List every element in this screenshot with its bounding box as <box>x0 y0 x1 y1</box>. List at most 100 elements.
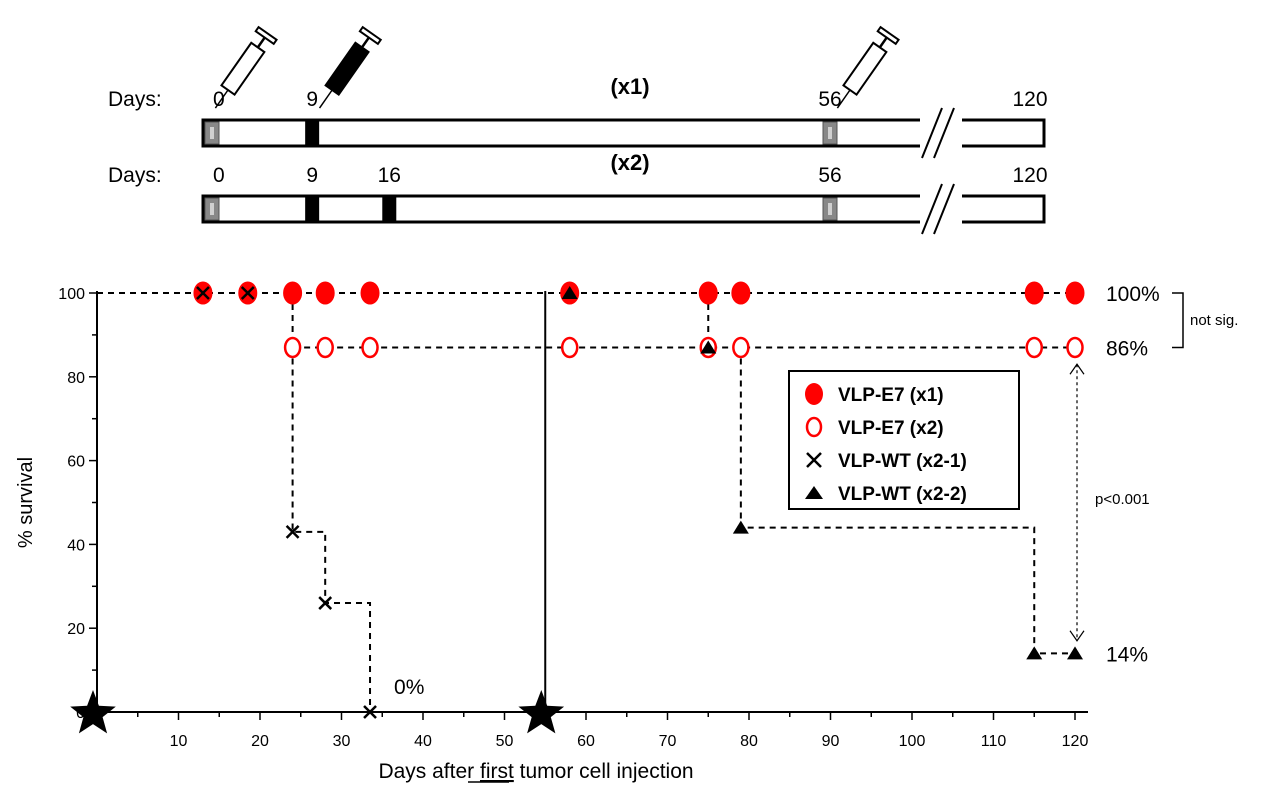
legend: VLP-E7 (x1) VLP-E7 (x2) VLP-WT (x2-1) VLP-W… <box>788 370 1020 510</box>
schedule-day-tick-label: 56 <box>818 164 841 187</box>
end-label: 86% <box>1106 337 1148 360</box>
data-point-vlp-e7-x2 <box>316 336 334 359</box>
x-axis-label: Days after first tumor cell injection <box>378 760 693 783</box>
legend-entry-vlp-e7-x1: VLP-E7 (x1) <box>838 385 944 406</box>
data-point-vlp-e7-x1 <box>1065 281 1085 305</box>
data-point-vlp-wt-x2-2 <box>1026 646 1043 660</box>
data-point-vlp-e7-x2 <box>283 336 302 359</box>
data-point-vlp-wt-x2-1 <box>363 705 377 719</box>
axis-break <box>921 107 943 159</box>
vaccination-marker-highlight <box>210 203 214 215</box>
y-tick-label: 40 <box>67 537 85 554</box>
axis-break <box>921 183 943 235</box>
legend-marker-vlp-e7-x2 <box>805 416 823 438</box>
syringe-tip <box>836 89 851 109</box>
schedule-day-tick-label: 120 <box>1012 88 1047 111</box>
schedule-day-tick-label: 0 <box>213 88 225 111</box>
syringe-icon <box>836 25 900 109</box>
syringe-icon <box>214 25 278 109</box>
x-tick-label: 60 <box>577 733 595 750</box>
schedule-bar-end <box>962 118 1046 148</box>
data-point-vlp-e7-x2 <box>732 336 750 359</box>
legend-marker-vlp-wt-x2-1 <box>806 452 822 468</box>
x-axis-label-part: Days after <box>378 760 480 783</box>
x-axis-label-underlined: first <box>480 760 514 783</box>
legend-marker-vlp-e7-x1 <box>805 383 823 405</box>
vaccination-marker-highlight <box>210 127 214 139</box>
schedule-day-tick-label: 9 <box>306 164 318 187</box>
x-tick-label: 120 <box>1062 733 1089 750</box>
x-tick-label: 90 <box>822 733 840 750</box>
syringe-plunger <box>360 36 370 49</box>
data-point-vlp-e7-x2 <box>1025 336 1043 359</box>
legend-entry-vlp-wt-x2-1: VLP-WT (x2-1) <box>838 451 967 472</box>
schedule-bar-end <box>962 194 1046 224</box>
y-tick-label: 20 <box>67 621 85 638</box>
data-point-vlp-wt-x2-2 <box>561 286 578 299</box>
schedule-bar <box>201 194 920 224</box>
data-point-vlp-wt-x2-2 <box>700 340 717 354</box>
x-tick-label: 40 <box>414 733 432 750</box>
schedule-group-label: (x1) <box>610 74 649 99</box>
end-label: 14% <box>1106 643 1148 666</box>
y-tick-label: 80 <box>67 370 85 387</box>
data-point-vlp-e7-x1 <box>731 281 751 305</box>
syringe-plunger <box>256 36 266 49</box>
pvalue-arrow-head <box>1069 363 1085 375</box>
x-tick-label: 20 <box>251 733 269 750</box>
legend-marker-vlp-wt-x2-2 <box>805 486 823 499</box>
significance-bracket <box>1172 292 1184 349</box>
x-tick-label: 80 <box>740 733 758 750</box>
data-point-vlp-e7-x1 <box>360 281 380 305</box>
schedule-day-tick-label: 16 <box>378 164 401 187</box>
tumor-challenge-marker <box>382 197 397 221</box>
schedule-days-label: Days: <box>108 164 162 187</box>
schedule-day-tick-label: 0 <box>213 164 225 187</box>
data-point-vlp-e7-x1 <box>698 281 718 305</box>
data-point-vlp-e7-x2 <box>560 336 579 359</box>
legend-entry-vlp-wt-x2-2: VLP-WT (x2-2) <box>838 484 967 505</box>
annotation-not-significant: not sig. <box>1190 312 1238 329</box>
schedule-group-label: (x2) <box>610 150 649 175</box>
schedule-diagram: Days: 0 9 56 120 (x1) Days: 0 9 16 56 120 (x2) <box>108 25 1048 235</box>
annotation-p-value: p<0.001 <box>1095 491 1150 508</box>
data-point-vlp-e7-x1 <box>283 281 303 305</box>
tumor-challenge-marker <box>305 121 320 145</box>
x-tick-label: 50 <box>496 733 514 750</box>
axis-break <box>933 183 955 235</box>
data-point-vlp-wt-x2-1 <box>318 596 333 610</box>
pvalue-arrow-head <box>1069 630 1085 642</box>
x-tick-label: 110 <box>981 733 1007 750</box>
x-tick-label: 10 <box>170 733 188 750</box>
data-point-vlp-wt-x2-1 <box>196 286 210 300</box>
series-line-vlp-wt-x2-1 <box>291 347 372 712</box>
syringe-filled-icon <box>318 25 383 109</box>
x-tick-label: 100 <box>899 733 926 750</box>
tumor-challenge-star-icon <box>70 690 116 734</box>
vaccination-marker-highlight <box>828 127 832 139</box>
syringe-handle <box>876 25 900 46</box>
data-point-vlp-wt-x2-2 <box>732 520 749 534</box>
syringe-handle <box>254 25 278 46</box>
y-tick-label: 60 <box>67 454 85 471</box>
x-tick-label: 30 <box>333 733 351 750</box>
syringe-tip <box>318 89 333 109</box>
syringe-tip <box>214 89 229 109</box>
series-line-vlp-e7-x2 <box>291 293 1075 349</box>
data-point-vlp-wt-x2-1 <box>285 524 300 539</box>
data-point-vlp-e7-x1 <box>315 281 335 305</box>
schedule-days-label: Days: <box>108 88 162 111</box>
data-point-vlp-wt-x2-1 <box>240 286 255 300</box>
data-point-vlp-e7-x2 <box>1066 336 1084 359</box>
legend-box <box>788 370 1020 510</box>
end-label: 0% <box>394 676 424 699</box>
x-axis-label-part: tumor cell injection <box>514 760 694 783</box>
syringe-plunger <box>878 36 888 49</box>
schedule-day-tick-label: 9 <box>306 88 318 111</box>
syringe-handle <box>358 25 383 46</box>
end-label: 100% <box>1106 283 1160 306</box>
schedule-day-tick-label: 56 <box>818 88 841 111</box>
data-point-vlp-e7-x2 <box>361 336 379 359</box>
